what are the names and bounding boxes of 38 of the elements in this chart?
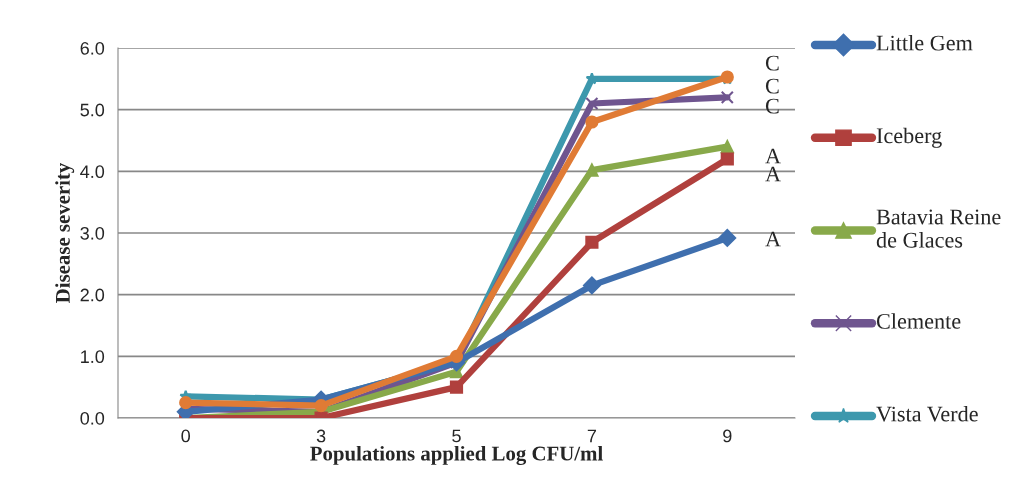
x-tick-label: 9 xyxy=(723,429,732,443)
legend-label: Little Gem xyxy=(876,34,973,51)
point xyxy=(720,140,734,154)
legend-label: Vista Verde xyxy=(876,405,978,422)
point xyxy=(314,399,328,413)
y-tick-label: 2.0 xyxy=(80,288,105,302)
legend-label: Iceberg xyxy=(876,127,942,148)
annotation: A xyxy=(765,231,781,247)
point xyxy=(583,276,601,295)
annotation: C xyxy=(765,78,779,94)
point xyxy=(585,235,599,249)
y-axis-title: Disease severity xyxy=(55,162,75,303)
y-tick-label: 1.0 xyxy=(81,350,105,364)
annotation: C xyxy=(765,98,779,114)
annotation: A xyxy=(765,148,781,164)
point xyxy=(449,380,464,394)
annotation: C xyxy=(765,55,779,71)
x-tick-label: 0 xyxy=(181,429,191,443)
legend-label: Clemente xyxy=(876,313,961,329)
y-tick-label: 0.0 xyxy=(80,411,105,425)
x-tick-label: 7 xyxy=(587,429,597,443)
x-axis-title: Populations applied Log CFU/ml xyxy=(310,445,603,465)
point xyxy=(449,349,464,363)
point xyxy=(585,96,599,111)
legend-label: Batavia Reine de Glaces xyxy=(876,209,1001,248)
annotation: A xyxy=(765,166,781,182)
point xyxy=(718,229,737,247)
point xyxy=(585,163,599,177)
y-tick-label: 3.0 xyxy=(80,226,105,240)
y-tick-label: 6.0 xyxy=(80,41,105,55)
point xyxy=(179,395,193,410)
y-tick-label: 4.0 xyxy=(80,165,105,179)
x-tick-label: 5 xyxy=(452,429,461,443)
point xyxy=(720,90,734,104)
point xyxy=(720,152,734,166)
x-tick-label: 3 xyxy=(316,429,326,443)
point xyxy=(585,115,599,129)
y-tick-label: 5.0 xyxy=(80,103,105,117)
